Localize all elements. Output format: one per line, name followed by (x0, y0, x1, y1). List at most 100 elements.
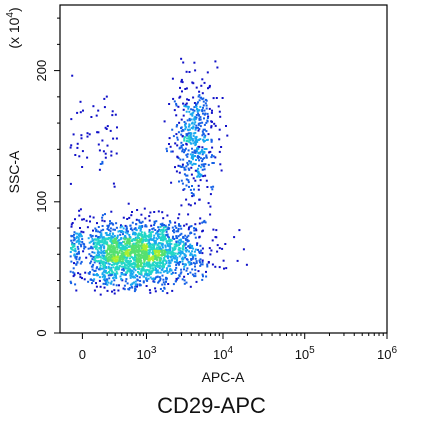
data-point (186, 155, 189, 158)
data-point (151, 267, 154, 270)
data-point (76, 146, 79, 149)
data-point (126, 253, 129, 256)
data-point (210, 156, 213, 159)
data-point (93, 270, 96, 272)
data-point (121, 254, 123, 257)
data-point (159, 230, 162, 233)
data-point (149, 271, 152, 274)
data-point (207, 87, 209, 90)
data-point (195, 135, 198, 138)
data-point (202, 106, 204, 109)
data-point (157, 226, 160, 229)
data-point (202, 175, 205, 178)
data-point (115, 244, 118, 247)
data-point (154, 249, 157, 252)
data-point (158, 228, 161, 231)
data-point (157, 233, 160, 236)
data-point (181, 135, 184, 138)
data-point (202, 128, 205, 131)
data-point (99, 266, 102, 269)
data-point (189, 252, 192, 255)
data-point (124, 250, 127, 253)
data-point (85, 219, 88, 222)
data-point (131, 247, 134, 250)
data-point (120, 247, 123, 249)
data-point (161, 251, 164, 254)
data-point (137, 253, 140, 256)
data-point (184, 247, 187, 249)
data-point (167, 235, 170, 238)
data-point (109, 268, 112, 271)
data-point (183, 265, 186, 268)
data-point (150, 224, 153, 227)
data-point (130, 285, 133, 288)
data-point (180, 166, 183, 168)
data-point (210, 125, 213, 128)
data-point (168, 245, 171, 248)
data-point (104, 126, 107, 129)
data-point (140, 221, 143, 224)
data-point (162, 252, 165, 255)
data-point (129, 283, 132, 286)
data-point (159, 226, 162, 228)
data-point (143, 207, 146, 210)
data-point (174, 255, 177, 258)
data-point (104, 271, 107, 274)
data-point (223, 267, 225, 270)
data-point (146, 269, 149, 271)
data-point (73, 236, 76, 239)
data-point (95, 267, 98, 270)
data-point (212, 228, 215, 231)
data-point (132, 233, 134, 236)
data-point (214, 156, 217, 159)
data-point (188, 128, 191, 131)
data-point (132, 244, 135, 247)
data-point (197, 167, 200, 170)
data-point (182, 102, 185, 105)
data-point (95, 230, 98, 233)
data-point (191, 112, 194, 115)
data-point (96, 274, 99, 277)
data-point (193, 109, 196, 112)
data-point (153, 249, 156, 252)
data-point (113, 246, 115, 249)
data-point (96, 131, 99, 134)
data-point (116, 254, 119, 257)
data-point (198, 198, 201, 201)
data-point (187, 167, 190, 170)
data-point (169, 251, 172, 254)
data-point (201, 110, 204, 113)
data-point (190, 160, 193, 163)
data-point (141, 248, 144, 251)
data-point (115, 137, 118, 140)
data-point (176, 256, 179, 259)
data-point (191, 108, 194, 111)
data-point (195, 141, 198, 143)
data-point (110, 210, 113, 213)
data-point (188, 71, 191, 73)
data-point (79, 208, 82, 211)
data-point (145, 237, 148, 240)
data-point (118, 251, 121, 254)
data-point (139, 239, 142, 241)
data-point (73, 244, 76, 247)
data-point (174, 142, 177, 145)
data-point (168, 270, 171, 273)
data-point (199, 105, 202, 108)
data-point (210, 140, 213, 143)
data-point (209, 150, 212, 153)
data-point (138, 257, 141, 260)
data-point (105, 266, 108, 269)
data-point (132, 261, 135, 264)
data-point (141, 238, 144, 241)
data-point (181, 250, 184, 253)
data-point (103, 246, 106, 249)
data-point (180, 130, 183, 133)
data-point (169, 268, 171, 271)
data-point (98, 255, 101, 258)
data-point (156, 234, 159, 237)
data-point (148, 264, 151, 267)
data-point (160, 254, 163, 257)
data-point (165, 241, 168, 244)
data-point (134, 283, 137, 286)
